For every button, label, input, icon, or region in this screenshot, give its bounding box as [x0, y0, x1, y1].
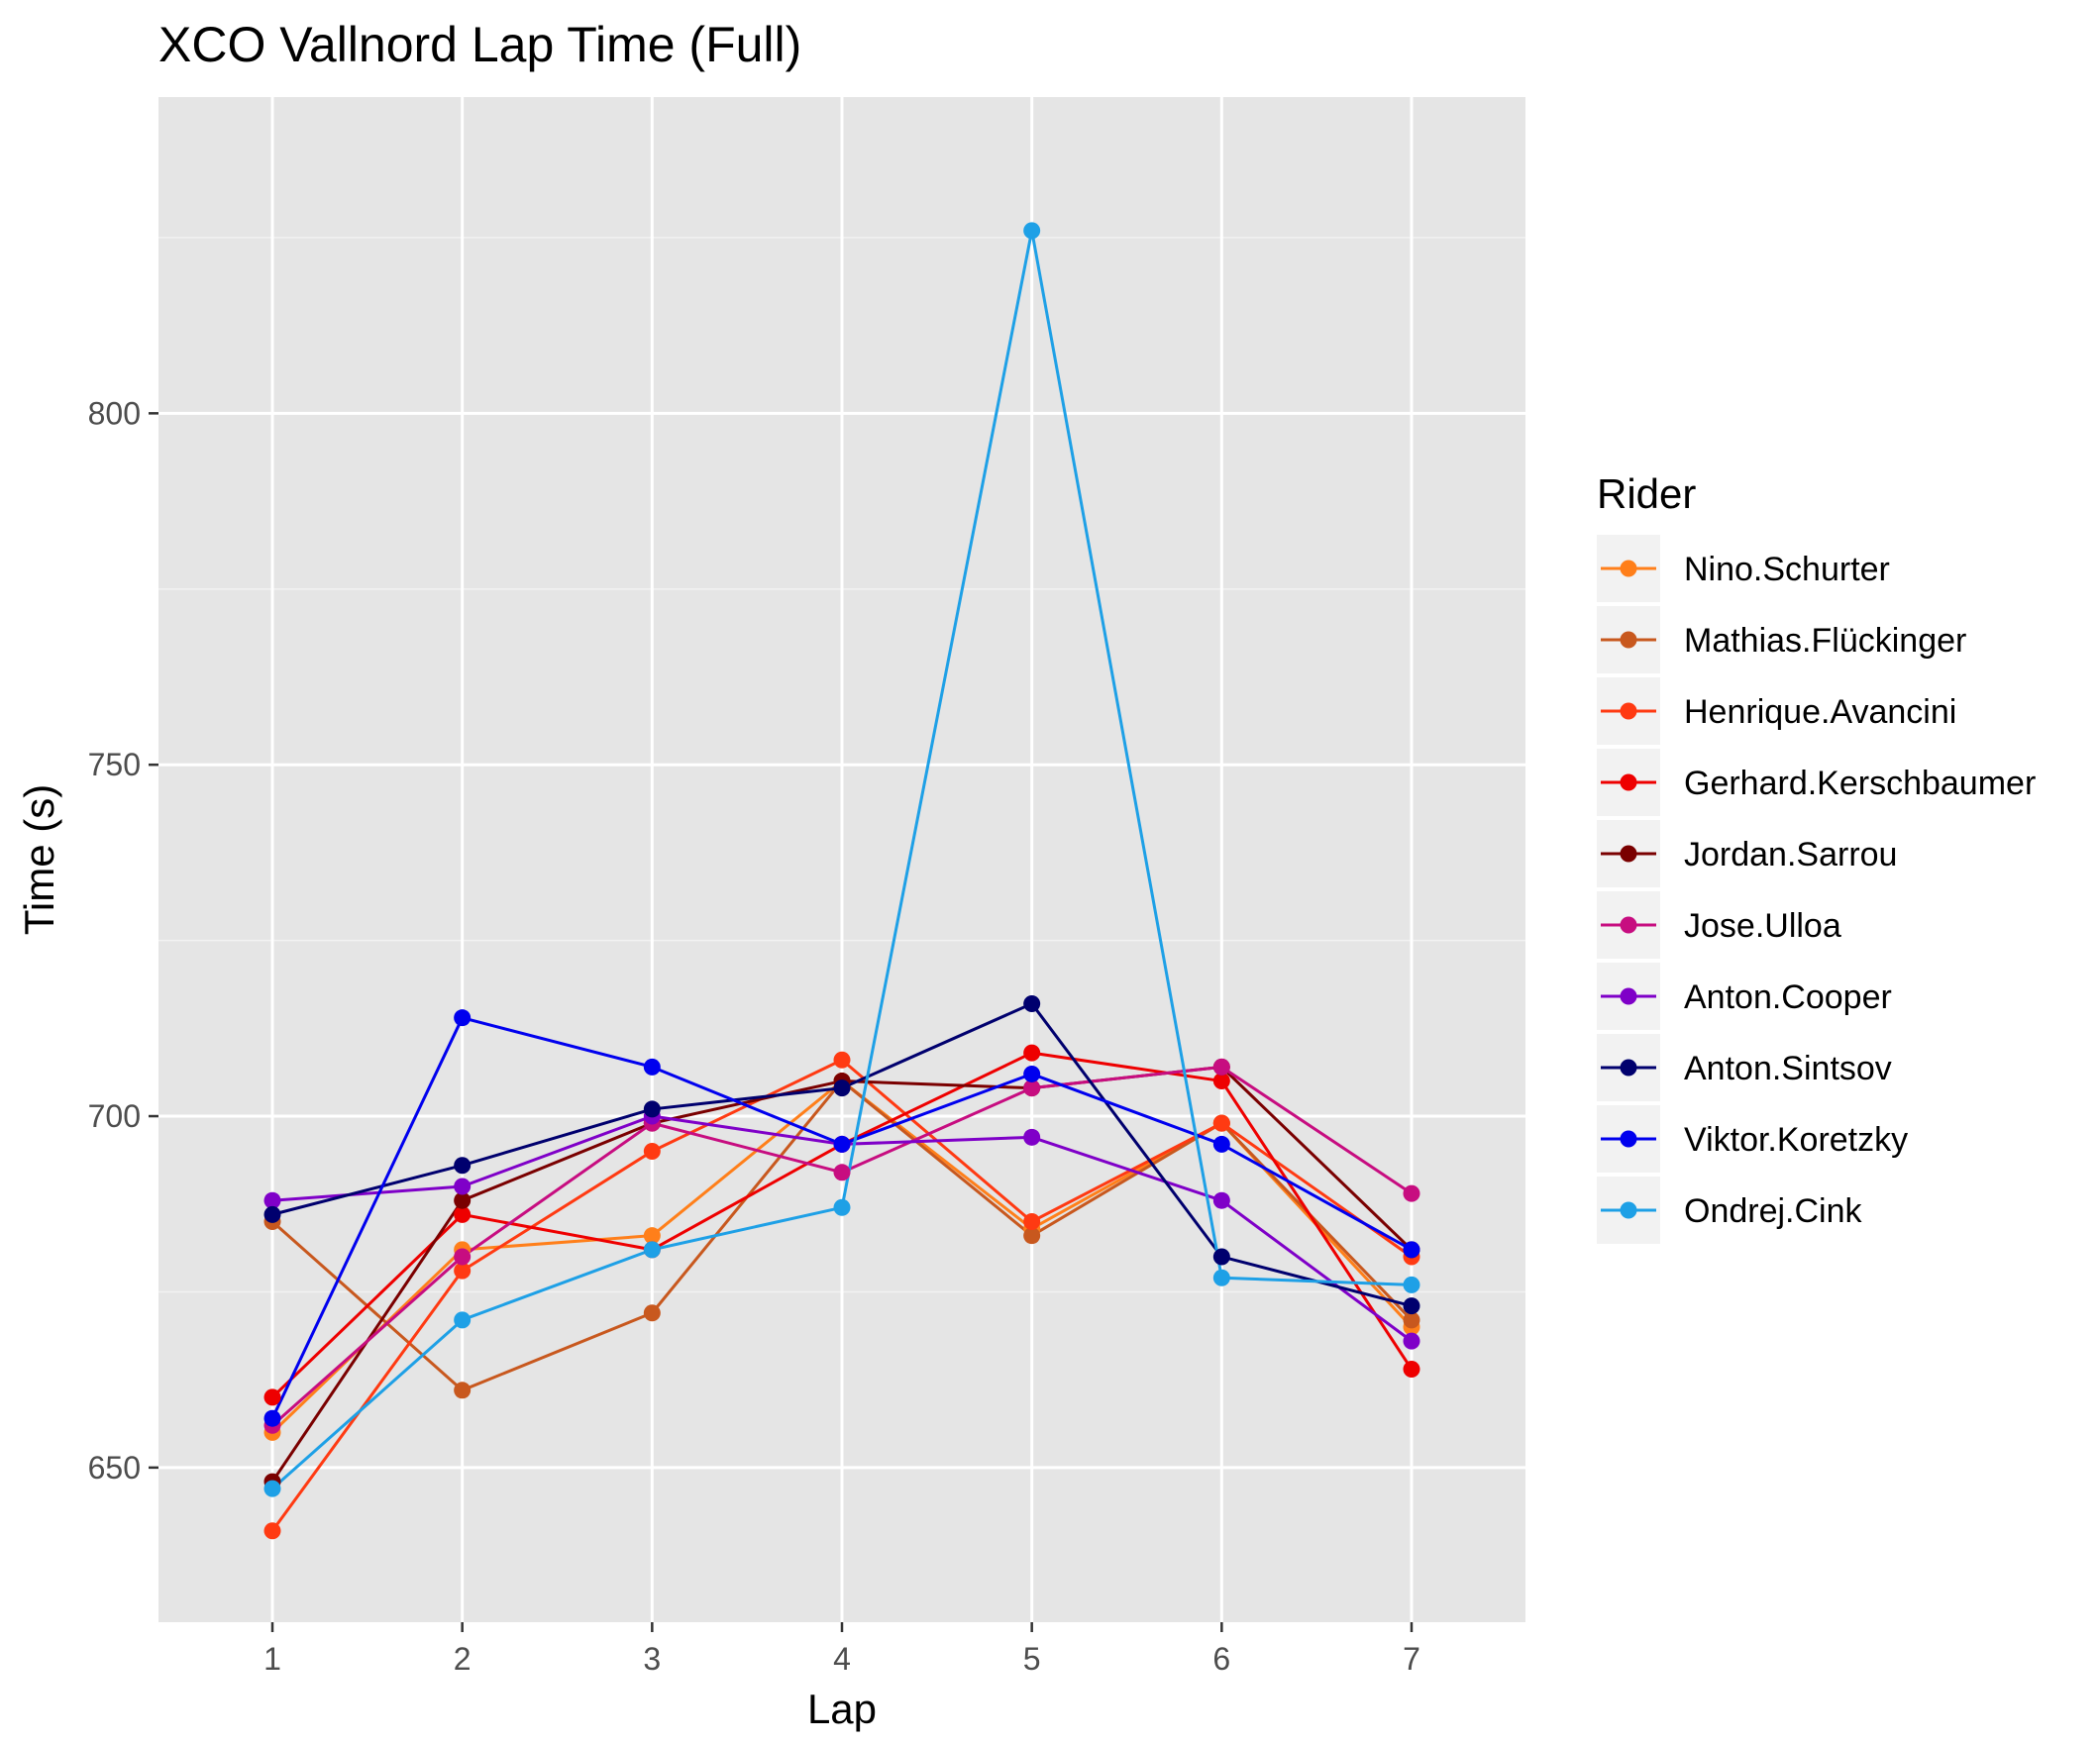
- legend-label: Nino.Schurter: [1684, 551, 1890, 588]
- data-point: [833, 1198, 851, 1216]
- tick-labels: 650 700 750 800 1 2 3 4 5 6 7: [88, 395, 1420, 1677]
- x-tick-label: 1: [263, 1641, 281, 1677]
- data-point: [643, 1241, 661, 1259]
- data-point: [1403, 1361, 1420, 1379]
- y-tick-label: 800: [88, 395, 141, 431]
- data-point: [263, 1409, 281, 1427]
- legend-items: Nino.Schurter Mathias.Flückinger Henrique.…: [1597, 535, 2036, 1244]
- y-axis-title: Time (s): [16, 784, 62, 935]
- data-point: [833, 1164, 851, 1181]
- data-point: [454, 1009, 472, 1027]
- data-point: [1403, 1276, 1420, 1293]
- legend-key-point: [1620, 1130, 1637, 1148]
- x-tick-label: 7: [1403, 1641, 1420, 1677]
- chart-title: XCO Vallnord Lap Time (Full): [158, 17, 801, 72]
- legend-label: Gerhard.Kerschbaumer: [1684, 765, 2036, 802]
- data-point: [263, 1480, 281, 1497]
- x-tick-label: 2: [454, 1641, 472, 1677]
- data-point: [1212, 1269, 1230, 1286]
- data-point: [454, 1157, 472, 1175]
- data-point: [643, 1143, 661, 1161]
- data-point: [1023, 1044, 1041, 1062]
- data-point: [643, 1227, 661, 1245]
- x-tick-label: 6: [1212, 1641, 1230, 1677]
- data-point: [833, 1079, 851, 1097]
- legend-key-point: [1620, 987, 1637, 1005]
- grid-major: [158, 97, 1525, 1622]
- legend-key-point: [1620, 702, 1637, 720]
- legend-key-point: [1620, 916, 1637, 934]
- legend-key-point: [1620, 560, 1637, 577]
- data-point: [643, 1304, 661, 1322]
- legend-label: Anton.Sintsov: [1684, 1050, 1892, 1087]
- data-point: [1212, 1058, 1230, 1076]
- legend-label: Mathias.Flückinger: [1684, 622, 1966, 660]
- data-point: [263, 1191, 281, 1209]
- data-point: [1403, 1297, 1420, 1315]
- legend-key-point: [1620, 1059, 1637, 1077]
- data-point: [1212, 1248, 1230, 1266]
- data-point: [263, 1522, 281, 1540]
- data-point: [454, 1248, 472, 1266]
- data-point: [1212, 1114, 1230, 1132]
- data-point: [454, 1205, 472, 1223]
- series-layer: [263, 222, 1420, 1540]
- x-axis-title: Lap: [807, 1686, 877, 1732]
- data-point: [1023, 222, 1041, 240]
- data-point: [454, 1178, 472, 1195]
- data-point: [643, 1058, 661, 1076]
- x-tick-label: 5: [1023, 1641, 1041, 1677]
- data-point: [1023, 1128, 1041, 1146]
- x-tick-label: 4: [833, 1641, 851, 1677]
- data-point: [643, 1100, 661, 1118]
- data-point: [1023, 994, 1041, 1012]
- y-tick-label: 750: [88, 747, 141, 782]
- legend-key-point: [1620, 773, 1637, 791]
- data-point: [1212, 1073, 1230, 1090]
- legend-label: Viktor.Koretzky: [1684, 1121, 1908, 1159]
- axis-ticks: [149, 412, 1414, 1632]
- data-point: [454, 1382, 472, 1399]
- data-point: [1023, 1065, 1041, 1082]
- data-point: [454, 1311, 472, 1329]
- legend-key-point: [1620, 631, 1637, 649]
- data-point: [1023, 1227, 1041, 1245]
- data-point: [1403, 1241, 1420, 1259]
- y-tick-label: 700: [88, 1098, 141, 1134]
- data-point: [1212, 1191, 1230, 1209]
- data-point: [263, 1388, 281, 1406]
- data-point: [1212, 1135, 1230, 1153]
- data-point: [263, 1205, 281, 1223]
- legend-key-point: [1620, 1201, 1637, 1219]
- data-point: [1023, 1079, 1041, 1097]
- legend-label: Henrique.Avancini: [1684, 693, 1956, 731]
- data-point: [1403, 1332, 1420, 1350]
- data-point: [833, 1051, 851, 1069]
- legend-label: Jose.Ulloa: [1684, 907, 1841, 945]
- legend-label: Anton.Cooper: [1684, 978, 1892, 1016]
- legend-title: Rider: [1597, 470, 1696, 517]
- legend: Rider Nino.Schurter Mathias.Flückinger Hen…: [1597, 470, 2036, 1244]
- data-point: [833, 1135, 851, 1153]
- data-point: [454, 1262, 472, 1280]
- x-tick-label: 3: [643, 1641, 661, 1677]
- data-point: [1023, 1212, 1041, 1230]
- data-point: [1403, 1184, 1420, 1202]
- legend-label: Ondrej.Cink: [1684, 1192, 1863, 1230]
- y-tick-label: 650: [88, 1450, 141, 1486]
- data-point: [454, 1191, 472, 1209]
- legend-key-point: [1620, 845, 1637, 863]
- data-point: [1403, 1311, 1420, 1329]
- legend-label: Jordan.Sarrou: [1684, 836, 1897, 873]
